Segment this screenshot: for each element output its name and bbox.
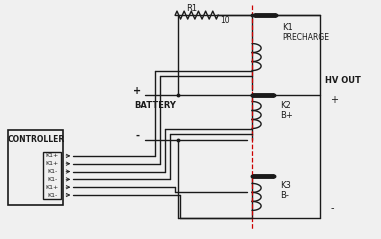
Bar xyxy=(8,130,63,205)
Text: B+: B+ xyxy=(280,110,293,120)
Text: K1-: K1- xyxy=(47,177,58,182)
Text: 10: 10 xyxy=(220,16,230,25)
Bar xyxy=(43,152,61,199)
Text: K3: K3 xyxy=(280,181,291,190)
Text: K2: K2 xyxy=(280,101,291,109)
Text: R1: R1 xyxy=(186,4,197,13)
Text: K1+: K1+ xyxy=(46,161,59,166)
Text: +: + xyxy=(133,86,141,96)
Text: K1-: K1- xyxy=(47,193,58,197)
Text: K1+: K1+ xyxy=(46,185,59,190)
Text: +: + xyxy=(330,95,338,105)
Text: K1-: K1- xyxy=(47,169,58,174)
Text: CONTROLLER: CONTROLLER xyxy=(7,136,64,145)
Text: -: - xyxy=(135,131,139,141)
Text: -: - xyxy=(330,203,333,213)
Text: K1: K1 xyxy=(282,22,293,32)
Text: PRECHARGE: PRECHARGE xyxy=(282,33,329,42)
Text: B-: B- xyxy=(280,191,289,201)
Text: HV OUT: HV OUT xyxy=(325,76,361,85)
Text: K1+: K1+ xyxy=(46,153,59,158)
Text: BATTERY: BATTERY xyxy=(134,101,176,109)
